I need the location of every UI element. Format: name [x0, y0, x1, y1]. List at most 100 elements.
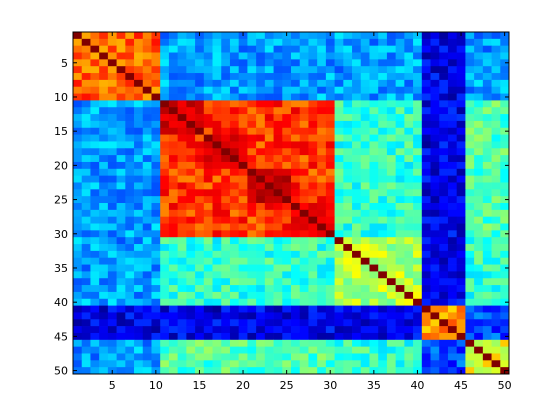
heatmap-cell [151, 38, 161, 47]
heatmap-cell [81, 182, 91, 190]
heatmap-cell [212, 86, 222, 94]
heatmap-cell [491, 271, 501, 279]
heatmap-cell [491, 127, 501, 135]
heatmap-cell [177, 367, 187, 375]
heatmap-cell [273, 189, 283, 197]
heatmap-cell [90, 127, 100, 135]
heatmap-cell [491, 326, 501, 334]
heatmap-cell [395, 134, 405, 142]
heatmap-cell [325, 38, 335, 47]
heatmap-cell [264, 182, 274, 190]
heatmap-cell [421, 107, 431, 115]
heatmap-cell [421, 127, 431, 135]
heatmap-cell [386, 326, 396, 334]
heatmap-cell [386, 203, 396, 211]
heatmap-cell [439, 346, 449, 354]
heatmap-cell [465, 66, 475, 74]
heatmap-cell [81, 271, 91, 279]
heatmap-cell [273, 66, 283, 74]
heatmap-cell [500, 175, 510, 183]
heatmap-cell [378, 100, 388, 108]
heatmap-cell [334, 38, 344, 47]
heatmap-cell [125, 148, 135, 156]
heatmap-cell [308, 38, 318, 47]
heatmap-cell [500, 86, 510, 94]
heatmap-cell [99, 278, 109, 286]
heatmap-cell [168, 32, 178, 40]
heatmap-cell [317, 312, 327, 320]
heatmap-cell [395, 285, 405, 293]
heatmap-cell [107, 107, 117, 115]
heatmap-cell [447, 196, 458, 204]
heatmap-cell [134, 367, 144, 375]
heatmap-cell [491, 319, 501, 327]
heatmap-cell [308, 59, 318, 67]
heatmap-cell [229, 134, 240, 142]
heatmap-cell [107, 230, 117, 238]
heatmap-cell [107, 216, 117, 224]
heatmap-cell [256, 196, 266, 204]
heatmap-cell [116, 155, 126, 163]
heatmap-cell [439, 367, 449, 375]
heatmap-cell [343, 237, 353, 245]
heatmap-cell [186, 182, 196, 190]
heatmap-cell [386, 107, 396, 115]
heatmap-cell [142, 79, 152, 88]
heatmap-cell [229, 257, 240, 265]
heatmap-cell [186, 79, 196, 88]
heatmap-cell [151, 189, 161, 197]
heatmap-cell [352, 257, 362, 265]
heatmap-cell [177, 244, 187, 252]
heatmap-cell [395, 196, 405, 204]
heatmap-cell [142, 107, 152, 115]
heatmap-cell [334, 120, 344, 129]
heatmap-cell [334, 360, 344, 368]
heatmap-cell [256, 203, 266, 211]
heatmap-cell [256, 209, 266, 218]
heatmap-cell [212, 127, 222, 135]
heatmap-cell [256, 127, 266, 135]
heatmap-cell [386, 114, 396, 122]
heatmap-cell [474, 346, 484, 354]
heatmap-cell [291, 285, 301, 293]
heatmap-cell [229, 264, 240, 272]
heatmap-cell [168, 73, 178, 81]
heatmap-cell [378, 250, 388, 259]
heatmap-cell [73, 127, 83, 135]
heatmap-cell [212, 38, 222, 47]
heatmap-cell [456, 141, 466, 149]
heatmap-cell [386, 189, 396, 197]
heatmap-cell [369, 79, 379, 88]
heatmap-cell [421, 312, 431, 320]
heatmap-cell [264, 285, 274, 293]
heatmap-cell [264, 237, 274, 245]
heatmap-cell [430, 367, 440, 375]
heatmap-cell [456, 73, 466, 81]
heatmap-cell [151, 59, 161, 67]
heatmap-cell [256, 346, 266, 354]
heatmap-cell [447, 66, 458, 74]
heatmap-cell [221, 244, 231, 252]
heatmap-cell [134, 332, 144, 341]
heatmap-cell [221, 319, 231, 327]
heatmap-cell [299, 161, 309, 170]
heatmap-cell [90, 209, 100, 218]
heatmap-cell [421, 32, 431, 40]
heatmap-cell [465, 332, 475, 341]
heatmap-cell [203, 271, 213, 279]
heatmap-cell [465, 32, 475, 40]
heatmap-cell [212, 59, 222, 67]
heatmap-cell [413, 264, 423, 272]
heatmap-cell [264, 107, 274, 115]
heatmap-cell [81, 250, 91, 259]
heatmap-cell [177, 223, 187, 231]
heatmap-cell [500, 182, 510, 190]
heatmap-cell [413, 319, 423, 327]
heatmap-cell [203, 175, 213, 183]
heatmap-cell [386, 79, 396, 88]
heatmap-cell [90, 332, 100, 341]
heatmap-cell [439, 79, 449, 88]
heatmap-cell [264, 114, 274, 122]
heatmap-cell [168, 168, 178, 176]
heatmap-cell [291, 155, 301, 163]
